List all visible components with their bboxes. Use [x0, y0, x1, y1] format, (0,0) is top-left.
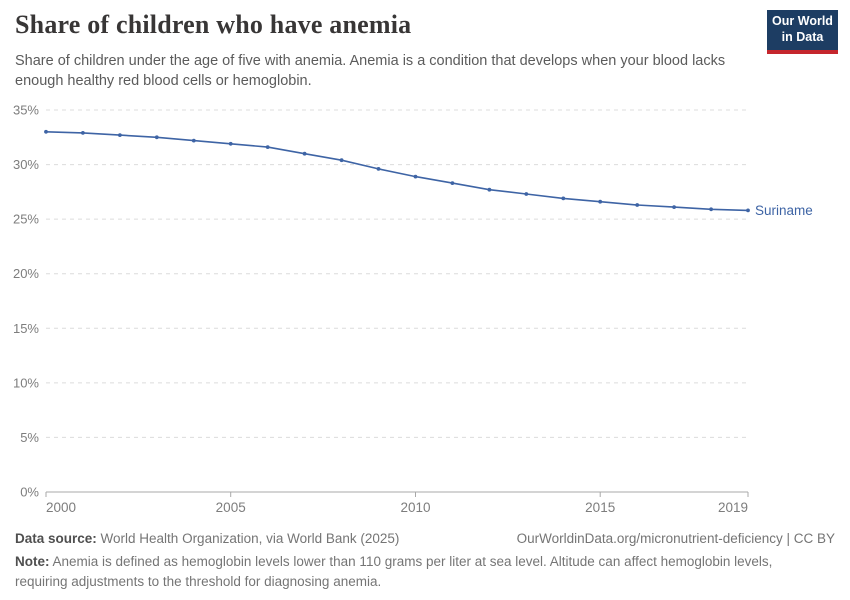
x-tick-label: 2010 — [400, 500, 430, 515]
data-point — [191, 138, 196, 143]
series-line — [45, 131, 749, 212]
data-source-label: Data source: — [15, 531, 97, 546]
y-tick-label: 25% — [13, 212, 39, 227]
data-point — [154, 135, 159, 140]
data-point — [265, 145, 270, 149]
logo-line1: Our World — [772, 14, 833, 29]
chart-subtitle: Share of children under the age of five … — [15, 53, 726, 89]
data-point — [118, 133, 122, 137]
data-point — [598, 199, 603, 204]
data-point — [672, 205, 676, 209]
data-point — [302, 151, 307, 156]
y-tick-label: 5% — [20, 430, 39, 445]
x-tick-label: 2015 — [585, 500, 615, 515]
data-point — [450, 181, 455, 185]
data-point — [746, 208, 750, 213]
data-point — [413, 174, 418, 179]
note-value: Anemia is defined as hemoglobin levels l… — [15, 554, 773, 589]
page-title: Share of children who have anemia — [15, 10, 412, 39]
data-point — [228, 141, 233, 146]
y-tick-label: 15% — [13, 321, 39, 336]
y-tick-label: 10% — [13, 375, 39, 390]
data-point — [561, 196, 566, 201]
data-point — [81, 131, 85, 135]
x-tick-label: 2019 — [718, 500, 748, 515]
chart-footer: Data source: World Health Organization, … — [15, 531, 835, 591]
x-tick-label: 2000 — [46, 500, 76, 515]
owid-logo: Our World in Data — [767, 10, 838, 54]
data-point — [487, 187, 492, 192]
y-tick-label: 20% — [13, 266, 39, 281]
y-tick-label: 30% — [13, 157, 39, 172]
data-point — [339, 158, 344, 163]
data-source-value: World Health Organization, via World Ban… — [96, 531, 400, 546]
x-tick-label: 2005 — [216, 500, 246, 515]
y-tick-label: 35% — [13, 103, 39, 118]
data-source: Data source: World Health Organization, … — [15, 531, 399, 546]
data-point — [44, 129, 48, 134]
series-end-label: Suriname — [755, 203, 813, 218]
attribution-link: OurWorldinData.org/micronutrient-deficie… — [516, 531, 835, 546]
data-point — [635, 203, 640, 207]
chart-note: Note: Anemia is defined as hemoglobin le… — [15, 552, 777, 591]
data-point — [709, 207, 713, 212]
data-point — [524, 192, 529, 196]
data-point — [376, 167, 381, 171]
y-tick-label: 0% — [20, 485, 39, 500]
note-label: Note: — [15, 554, 50, 569]
logo-line2: in Data — [781, 30, 824, 44]
line-chart: 0% 5% 10% 15% 20% 25% 30% 35% 2000 2005 2010 2015 20… — [13, 103, 813, 516]
